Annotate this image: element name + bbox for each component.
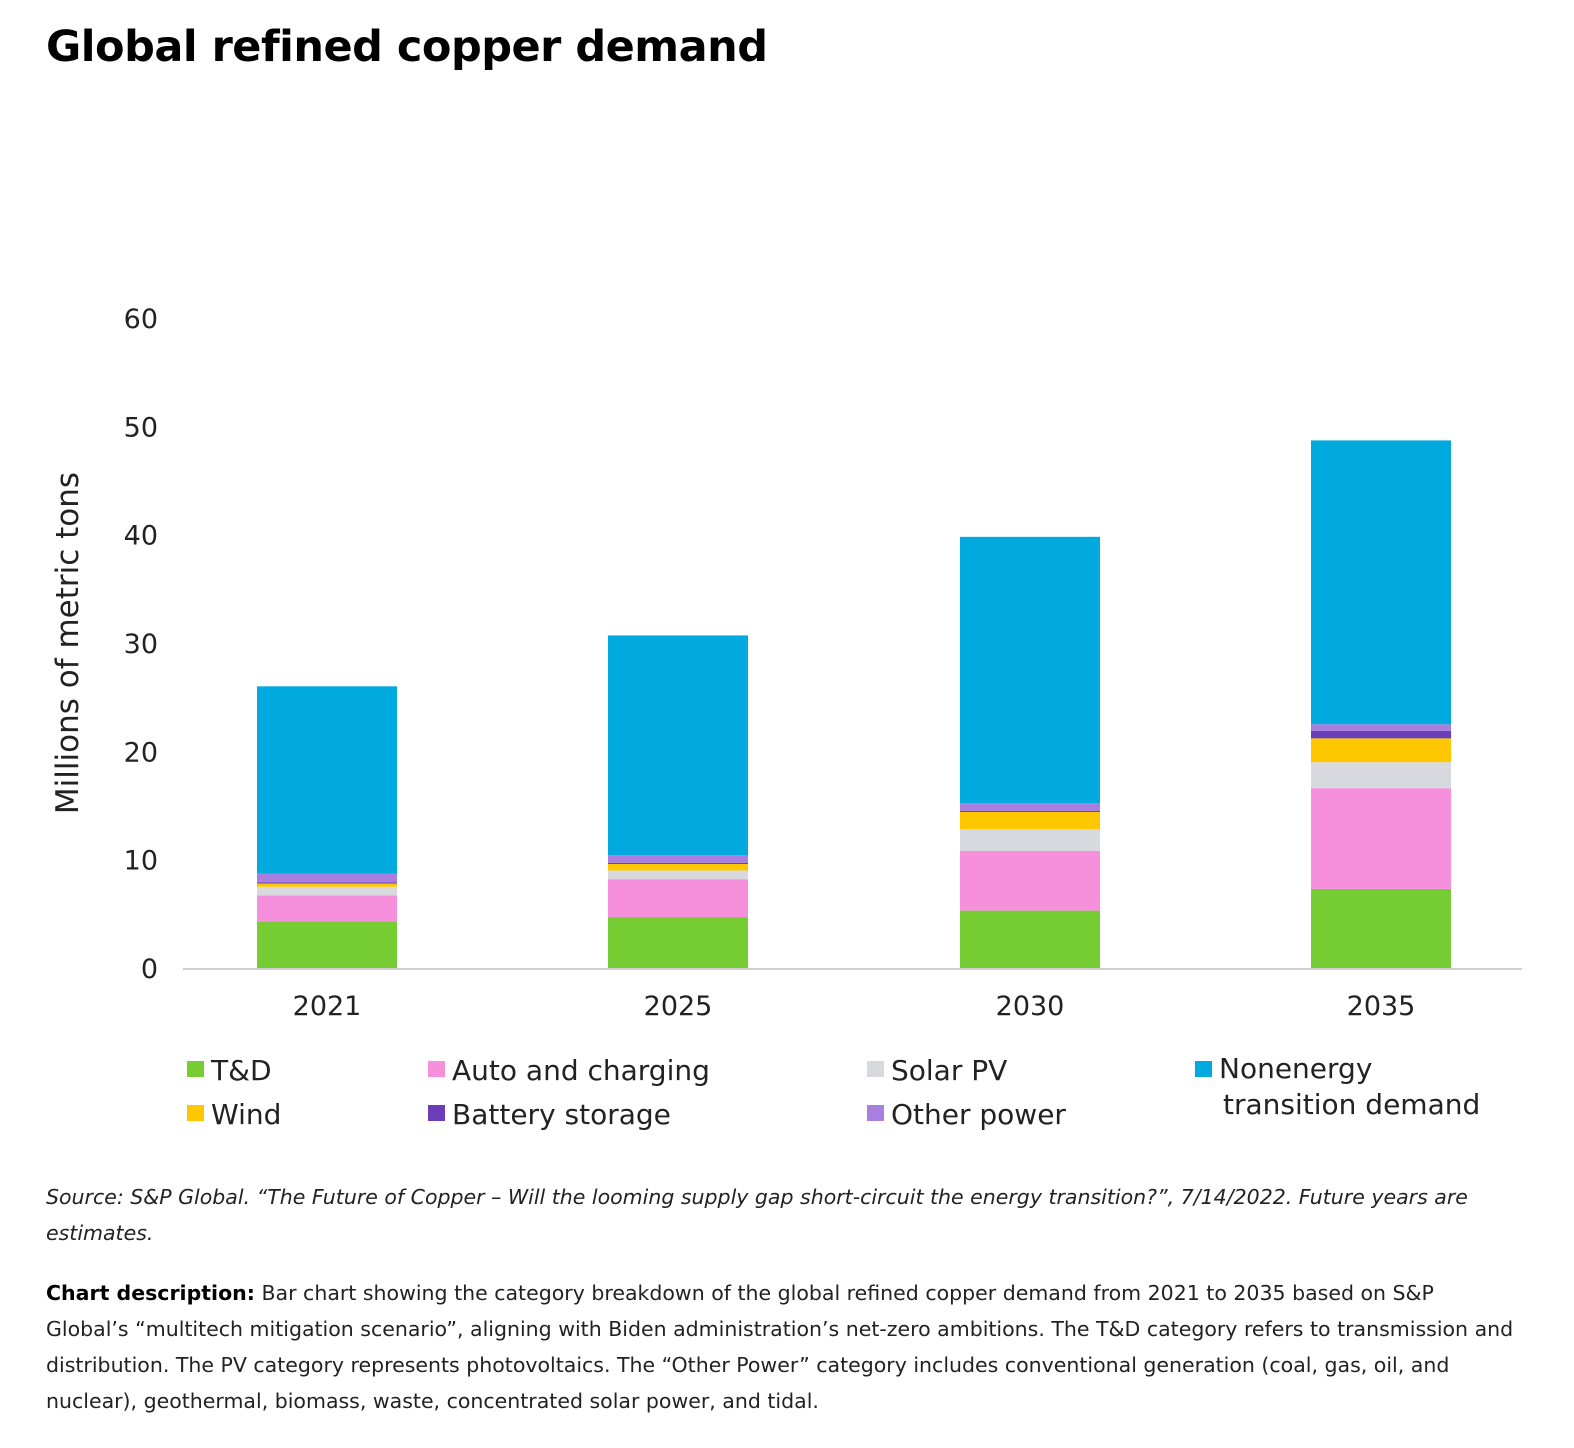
bar-segment <box>960 851 1100 911</box>
x-tick-label: 2021 <box>293 991 362 1022</box>
source-note: Source: S&P Global. “The Future of Coppe… <box>46 1185 1468 1245</box>
bar-segment <box>257 873 397 883</box>
legend-label: Wind <box>211 1098 281 1131</box>
y-tick-label: 50 <box>124 412 158 443</box>
bar-segment <box>960 810 1100 812</box>
legend-label: Auto and charging <box>452 1054 710 1087</box>
legend-swatch <box>867 1061 884 1077</box>
chart-description-label: Chart description: <box>46 1281 255 1305</box>
bar-segment <box>257 882 397 884</box>
legend-item: Battery storage <box>428 1098 671 1131</box>
chart-description-text: Bar chart showing the category breakdown… <box>46 1281 1514 1413</box>
bar-segment <box>1311 788 1451 889</box>
bar-segment <box>608 855 748 863</box>
bar-segment <box>257 883 397 887</box>
legend-swatch <box>187 1061 204 1077</box>
bar-segment <box>1311 738 1451 763</box>
bar-segment <box>608 879 748 918</box>
chart-description: Chart description: Bar chart showing the… <box>46 1275 1516 1419</box>
bar-segment <box>1311 888 1451 968</box>
y-axis-label: Millions of metric tons <box>50 472 86 814</box>
y-tick-label: 60 <box>124 304 158 335</box>
bar-segment <box>257 895 397 922</box>
x-tick-label: 2030 <box>996 991 1065 1022</box>
legend-label: Other power <box>891 1098 1066 1131</box>
y-tick-label: 40 <box>124 521 158 552</box>
bar-segment <box>257 921 397 968</box>
x-tick-label: 2035 <box>1347 991 1416 1022</box>
bar-segment <box>1311 724 1451 731</box>
bar-segment <box>1311 730 1451 739</box>
y-tick-label: 20 <box>124 737 158 768</box>
bar-segment <box>960 536 1100 804</box>
y-tick-label: 30 <box>124 629 158 660</box>
bar-segment <box>608 635 748 856</box>
legend-item: Auto and charging <box>428 1054 710 1087</box>
bar-segment <box>1311 440 1451 725</box>
bar-segment <box>608 917 748 968</box>
bar-segment <box>960 812 1100 830</box>
legend-item: Wind <box>187 1098 281 1131</box>
legend-item: T&D <box>187 1054 272 1087</box>
legend-swatch <box>428 1061 445 1077</box>
legend-label: Battery storage <box>452 1098 671 1131</box>
legend-label: Solar PV <box>891 1054 1007 1087</box>
legend-swatch <box>428 1105 445 1121</box>
legend-swatch <box>187 1105 204 1121</box>
y-tick-label: 10 <box>124 846 158 877</box>
legend-label: Nonenergy transition demand <box>1219 1052 1480 1121</box>
legend-item: Other power <box>867 1098 1066 1131</box>
bar-segment <box>960 829 1100 851</box>
bar-segment <box>960 910 1100 968</box>
bar-segment <box>960 803 1100 811</box>
bar-segment <box>1311 762 1451 789</box>
page-title: Global refined copper demand <box>46 22 768 72</box>
legend-item: Solar PV <box>867 1054 1007 1087</box>
bar-segment <box>608 870 748 880</box>
legend-swatch <box>1195 1061 1212 1077</box>
legend-swatch <box>867 1105 884 1121</box>
bar-segment <box>257 886 397 896</box>
legend-item: Nonenergy transition demand <box>1195 1052 1480 1121</box>
bar-segment <box>257 686 397 874</box>
bar-segment <box>608 864 748 871</box>
bar-segment <box>608 862 748 864</box>
legend-label: T&D <box>210 1054 272 1087</box>
y-tick-label: 0 <box>141 954 158 985</box>
x-tick-label: 2025 <box>644 991 713 1022</box>
